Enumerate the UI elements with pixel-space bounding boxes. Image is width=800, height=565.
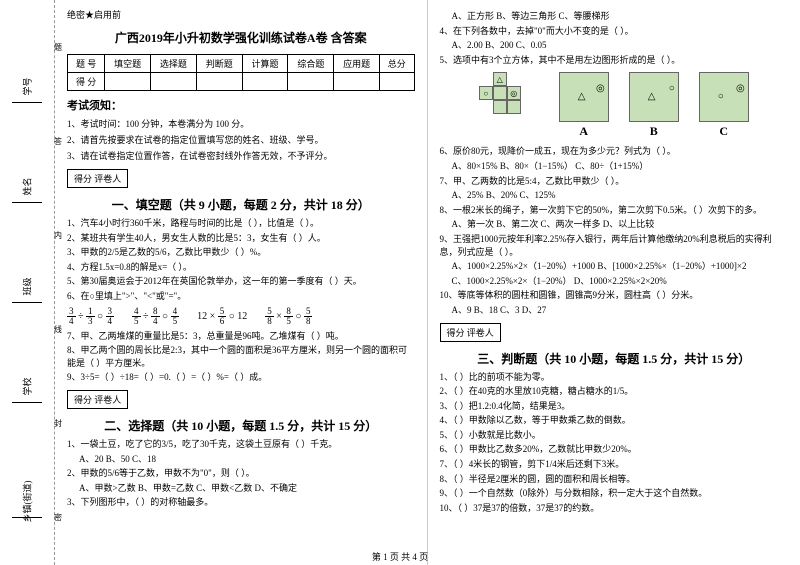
s2q10o: A、9 B、18 C、3 D、27 <box>452 304 789 317</box>
seal-char: 答 <box>54 136 62 147</box>
s1q4: 4、方程1.5x=0.8的解是x=（ ）。 <box>67 261 415 274</box>
th-comp: 综合题 <box>288 55 334 73</box>
cube-c: ○ ◎ <box>699 72 749 122</box>
s2q8: 8、一根2米长的绳子，第一次剪下它的50%，第二次剪下0.5米。（ ）次剪下的多… <box>440 204 789 217</box>
s2q4o: A、2.00 B、200 C、0.05 <box>452 39 789 52</box>
margin-class: 班级 <box>20 277 33 295</box>
th-app: 应用题 <box>334 55 380 73</box>
s2q5: 5、选项中有3个立方体，其中不是用左边图形折成的是（ ）。 <box>440 54 789 67</box>
cube-label-c: C <box>699 124 749 139</box>
cube-label-b: B <box>629 124 679 139</box>
right-column: A、正方形 B、等边三角形 C、等腰梯形 4、在下列各数中，去掉"0"而大小不变… <box>428 0 800 565</box>
score-table: 题 号 填空题 选择题 判断题 计算题 综合题 应用题 总分 得 分 <box>67 54 415 91</box>
s3q5: 5、（ ）小数就是比数小。 <box>440 429 789 442</box>
binding-margin: 乡镇(街道) 学校 班级 姓名 学号 题 答 内 线 封 密 <box>0 0 55 565</box>
margin-id: 学号 <box>20 77 33 95</box>
s2q8o: A、第一次 B、第二次 C、两次一样多 D、以上比较 <box>452 218 789 231</box>
s3q7: 7、（ ）4米长的钢管，剪下1/4米后还剩下3米。 <box>440 458 789 471</box>
seal-char: 题 <box>54 42 62 53</box>
margin-township: 乡镇(街道) <box>21 481 34 523</box>
cube-a: △ ◎ <box>559 72 609 122</box>
s2q9o2: C、1000×2.25%×2×（1−20%） D、1000×2.25%×2×20… <box>452 275 789 288</box>
s2q3o: A、正方形 B、等边三角形 C、等腰梯形 <box>452 10 789 23</box>
s2q10: 10、等底等体积的圆柱和圆锥，圆锥高9分米，圆柱高（ ）分米。 <box>440 289 789 302</box>
s2q1o: A、20 B、50 C、18 <box>79 453 415 466</box>
notice-3: 3、请在试卷指定位置作答，在试卷密封线外作答无效，不予评分。 <box>67 149 415 162</box>
grader-box-2: 得分 评卷人 <box>67 390 128 409</box>
s3q6: 6、（ ）甲数比乙数多20%，乙数就比甲数少20%。 <box>440 443 789 456</box>
td-score: 得 分 <box>68 73 105 91</box>
s2q2: 2、甲数的5/6等于乙数，甲数不为"0"，则（ ）。 <box>67 467 415 480</box>
th-total: 总分 <box>380 55 414 73</box>
grader-box-3: 得分 评卷人 <box>440 323 501 342</box>
notice-title: 考试须知： <box>67 97 415 113</box>
s1q6: 6、在○里填上">"、"<"或"="。 <box>67 290 415 303</box>
s3q1: 1、（ ）比的前项不能为零。 <box>440 371 789 384</box>
th-judge: 判断题 <box>196 55 242 73</box>
margin-name: 姓名 <box>20 177 33 195</box>
section3-title: 三、判断题（共 10 小题，每题 1.5 分，共计 15 分） <box>440 350 789 367</box>
th-fill: 填空题 <box>105 55 151 73</box>
grader-box-1: 得分 评卷人 <box>67 169 128 188</box>
s2q7o: A、25% B、20% C、125% <box>452 189 789 202</box>
fraction-row: 34 ÷ 13 ○ 34 45 ÷ 84 ○ 45 12 × 56 ○ 12 5… <box>67 307 415 326</box>
secret-label: 绝密★启用前 <box>67 8 415 21</box>
th-choice: 选择题 <box>151 55 197 73</box>
s3q4: 4、（ ）甲数除以乙数，等于甲数乘乙数的倒数。 <box>440 414 789 427</box>
left-column: 绝密★启用前 广西2019年小升初数学强化训练试卷A卷 含答案 题 号 填空题 … <box>55 0 428 565</box>
s1q9: 9、3÷5=（ ）÷18=（ ）=0.（ ）=（ ）%=（ ）成。 <box>67 371 415 384</box>
margin-school: 学校 <box>20 377 33 395</box>
s1q5: 5、第30届奥运会于2012年在英国伦敦举办，这一年的第一季度有（ ）天。 <box>67 275 415 288</box>
seal-char: 线 <box>54 324 62 335</box>
cube-label-a: A <box>559 124 609 139</box>
s1q7: 7、甲、乙两堆煤的重量比是5：3，总重量是96吨。乙堆煤有（ ）吨。 <box>67 330 415 343</box>
s2q9: 9、王强把1000元按年利率2.25%存入银行，两年后计算他缴纳20%利息税后的… <box>440 233 789 258</box>
s3q9: 9、（ ）一个自然数（0除外）与分数相除，积一定大于这个自然数。 <box>440 487 789 500</box>
exam-title: 广西2019年小升初数学强化训练试卷A卷 含答案 <box>67 29 415 46</box>
seal-char: 内 <box>54 230 62 241</box>
seal-char: 封 <box>54 418 62 429</box>
cube-b: △ ○ <box>629 72 679 122</box>
cube-options: △ ○ ◎ △ ◎ A <box>440 72 789 139</box>
cube-net: △ ○ ◎ <box>479 72 539 122</box>
s2q6o: A、80×15% B、80×（1−15%） C、80÷（1+15%） <box>452 160 789 173</box>
s2q1: 1、一袋土豆，吃了它的3/5，吃了30千克，这袋土豆原有（ ）千克。 <box>67 438 415 451</box>
s2q9o1: A、1000×2.25%×2×（1−20%）+1000 B、[1000×2.25… <box>452 260 789 273</box>
s3q3: 3、（ ）把1.2:0.4化简，结果是3。 <box>440 400 789 413</box>
s2q6: 6、原价80元，现降价一成五，现在为多少元？列式为（ ）。 <box>440 145 789 158</box>
s2q4: 4、在下列各数中，去掉"0"而大小不变的是（ ）。 <box>440 25 789 38</box>
s2q7: 7、甲、乙两数的比是5:4，乙数比甲数少（ ）。 <box>440 175 789 188</box>
seal-char: 密 <box>54 512 62 523</box>
s3q8: 8、（ ）半径是2厘米的圆，圆的面积和周长相等。 <box>440 473 789 486</box>
s3q2: 2、（ ）在40克的水里放10克糖，糖占糖水的1/5。 <box>440 385 789 398</box>
notice-1: 1、考试时间：100 分钟，本卷满分为 100 分。 <box>67 117 415 130</box>
th-calc: 计算题 <box>242 55 288 73</box>
s1q3: 3、甲数的2/5是乙数的5/6，乙数比甲数少（ ）%。 <box>67 246 415 259</box>
s1q8: 8、甲乙两个圆的周长比是2:3，其中一个圆的面积是36平方厘米，则另一个圆的面积… <box>67 344 415 369</box>
page-footer: 第 1 页 共 4 页 <box>0 550 800 563</box>
s1q2: 2、某班共有学生40人，男女生人数的比是5：3，女生有（ ）人。 <box>67 232 415 245</box>
section2-title: 二、选择题（共 10 小题，每题 1.5 分，共计 15 分） <box>67 417 415 434</box>
s3q10: 10、（ ）37是37的倍数，37是37的约数。 <box>440 502 789 515</box>
notice-2: 2、请首先按要求在试卷的指定位置填写您的姓名、班级、学号。 <box>67 133 415 146</box>
th-num: 题 号 <box>68 55 105 73</box>
s2q2o: A、甲数>乙数 B、甲数=乙数 C、甲数<乙数 D、不确定 <box>79 482 415 495</box>
s1q1: 1、汽车4小时行360千米，路程与时间的比是（ ），比值是（ ）。 <box>67 217 415 230</box>
s2q3: 3、下列图形中，（ ）的对称轴最多。 <box>67 496 415 509</box>
section1-title: 一、填空题（共 9 小题，每题 2 分，共计 18 分） <box>67 196 415 213</box>
